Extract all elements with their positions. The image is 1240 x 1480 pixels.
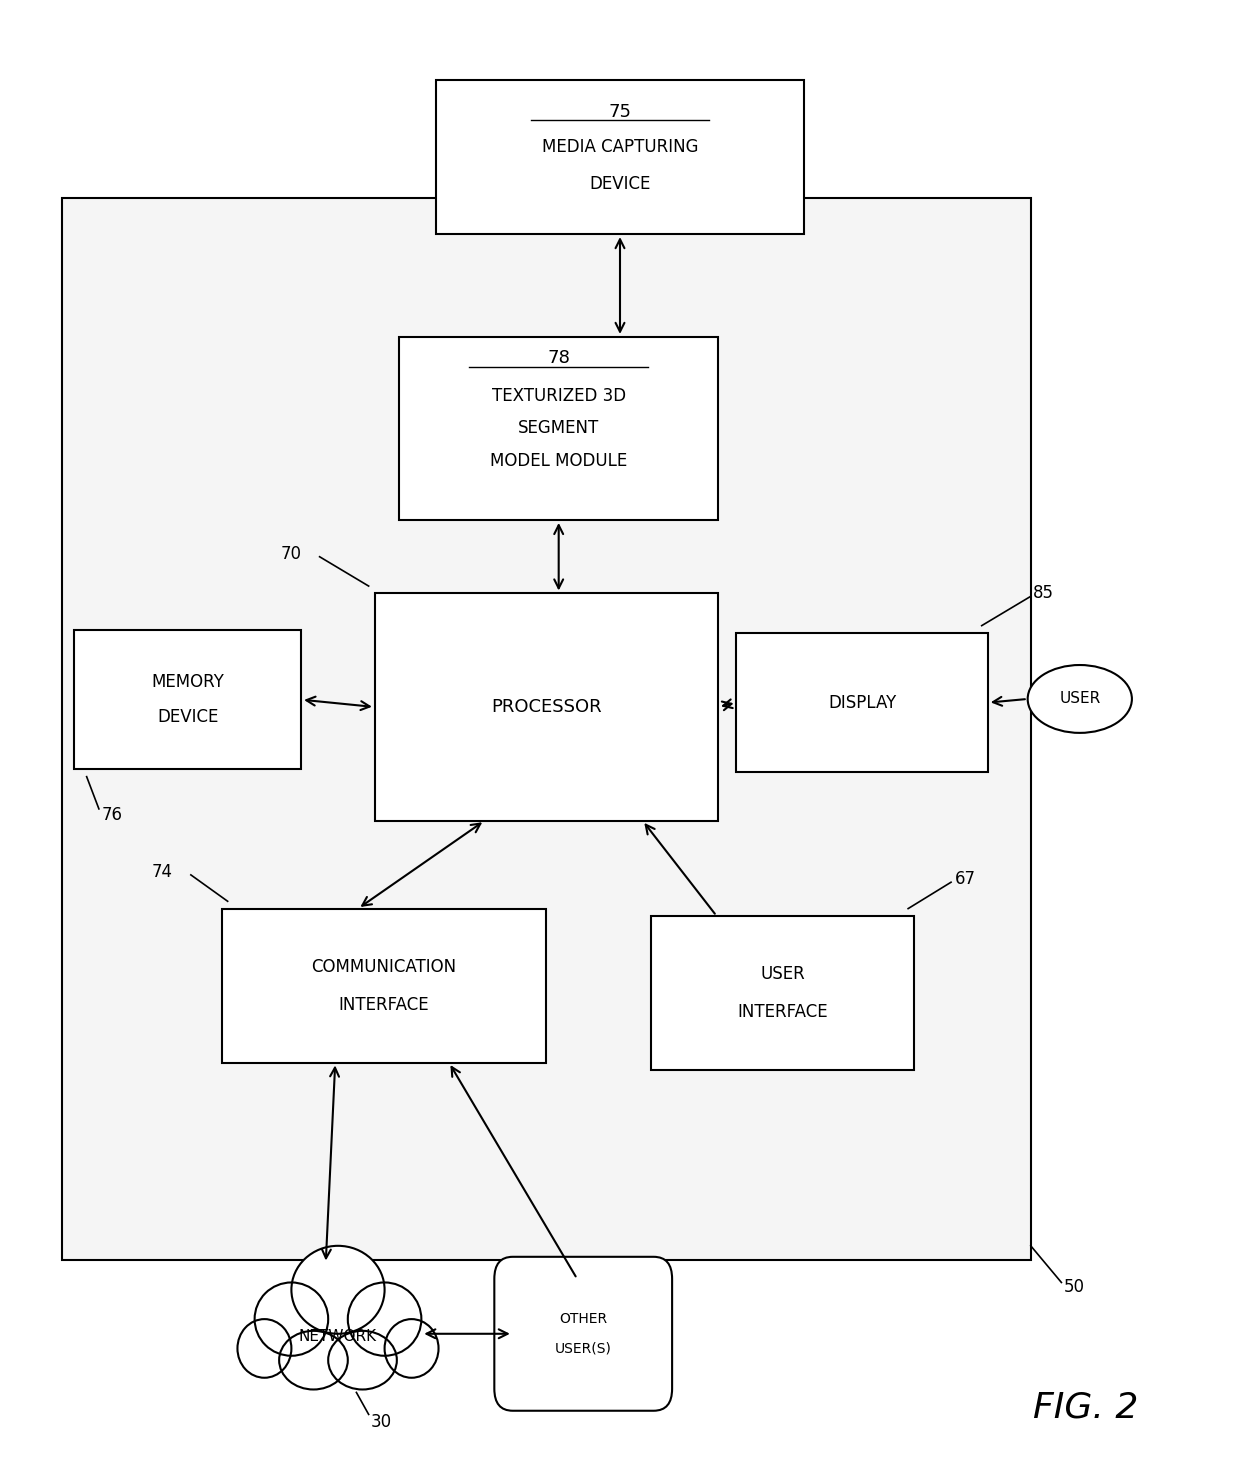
Ellipse shape [237,1319,291,1378]
FancyBboxPatch shape [737,633,988,773]
Text: DEVICE: DEVICE [157,709,218,727]
Text: NETWORK: NETWORK [299,1329,377,1344]
Text: OTHER: OTHER [559,1313,608,1326]
Text: DEVICE: DEVICE [589,175,651,192]
Ellipse shape [384,1319,439,1378]
Text: INTERFACE: INTERFACE [737,1003,828,1021]
Text: 76: 76 [102,805,123,824]
Text: 75: 75 [609,102,631,121]
FancyBboxPatch shape [222,909,547,1063]
Ellipse shape [1028,665,1132,733]
Text: SEGMENT: SEGMENT [518,419,599,438]
FancyBboxPatch shape [62,197,1030,1261]
Text: MEMORY: MEMORY [151,673,224,691]
Text: TEXTURIZED 3D: TEXTURIZED 3D [491,388,626,406]
FancyBboxPatch shape [254,1301,422,1378]
Text: 74: 74 [151,863,172,881]
Ellipse shape [326,1323,399,1388]
Text: MODEL MODULE: MODEL MODULE [490,451,627,469]
Text: MEDIA CAPTURING: MEDIA CAPTURING [542,138,698,155]
Text: 50: 50 [1064,1277,1085,1296]
Ellipse shape [347,1283,422,1356]
Ellipse shape [277,1323,350,1388]
Ellipse shape [291,1246,384,1333]
Text: USER: USER [760,965,805,983]
Text: FIG. 2: FIG. 2 [1033,1390,1138,1424]
Text: COMMUNICATION: COMMUNICATION [311,958,456,975]
Ellipse shape [270,1283,405,1400]
Text: 67: 67 [955,870,976,888]
FancyBboxPatch shape [399,337,718,519]
Text: 70: 70 [280,545,301,562]
Text: USER(S): USER(S) [554,1341,611,1356]
Text: PROCESSOR: PROCESSOR [491,699,601,716]
Text: DISPLAY: DISPLAY [828,694,897,712]
FancyBboxPatch shape [651,916,914,1070]
FancyBboxPatch shape [74,630,301,770]
Ellipse shape [254,1283,329,1356]
FancyBboxPatch shape [374,593,718,820]
Text: USER: USER [1059,691,1100,706]
Text: 78: 78 [547,349,570,367]
Text: INTERFACE: INTERFACE [339,996,429,1014]
FancyBboxPatch shape [495,1257,672,1410]
Text: 30: 30 [371,1413,392,1431]
FancyBboxPatch shape [436,80,804,234]
Text: 85: 85 [1033,585,1054,602]
